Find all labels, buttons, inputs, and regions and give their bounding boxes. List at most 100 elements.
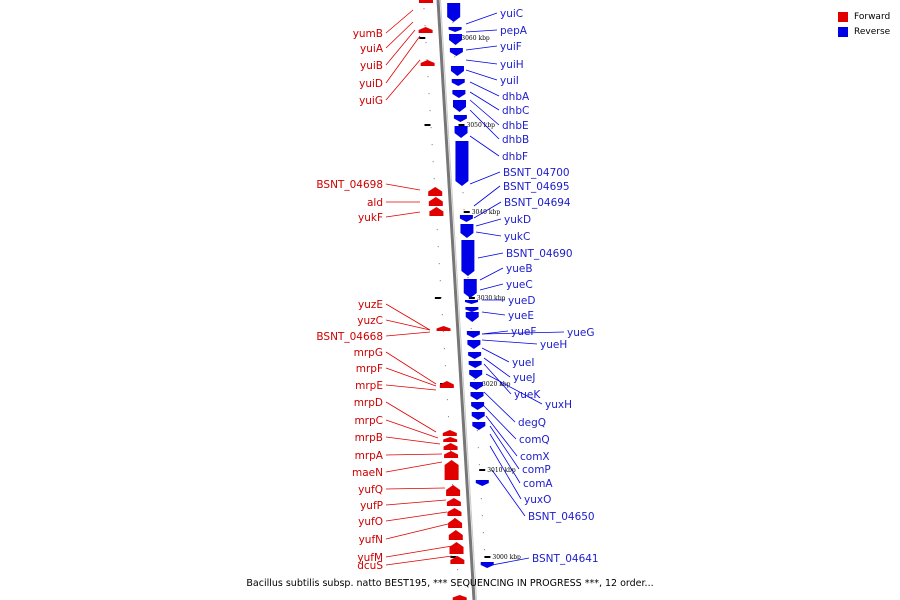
reverse-gene-label: BSNT_04695	[503, 181, 570, 193]
minor-tick	[446, 399, 448, 401]
forward-gene-block	[419, 0, 433, 3]
forward-gene-leader	[385, 29, 416, 66]
reverse-gene-label: yueI	[512, 357, 534, 369]
minor-tick	[429, 110, 431, 112]
reverse-gene-leader	[483, 405, 517, 440]
reverse-gene-block	[459, 215, 473, 222]
minor-tick	[470, 328, 472, 330]
forward-gene-block	[420, 60, 435, 66]
forward-gene-block	[418, 27, 433, 33]
reverse-gene-label: dhbA	[502, 91, 530, 103]
reverse-gene-leader	[469, 135, 500, 157]
minor-tick	[424, 25, 426, 27]
reverse-gene-label: yueJ	[513, 372, 535, 384]
reverse-gene-label: yuiC	[500, 8, 523, 20]
forward-gene-label: yuiA	[360, 43, 384, 55]
scale-tick-label: 3040 kbp	[472, 209, 501, 216]
reverse-gene-block	[453, 100, 466, 112]
reverse-gene-block	[452, 90, 466, 98]
forward-gene-label: yuiG	[359, 95, 383, 107]
forward-gene-label: ald	[367, 197, 383, 209]
scale-tick-mark	[463, 211, 470, 213]
reverse-gene-block	[447, 3, 461, 22]
genome-axis-shadow	[440, 0, 477, 600]
forward-gene-leader	[385, 401, 437, 433]
forward-gene-label: yufM	[357, 552, 383, 564]
reverse-gene-leader	[481, 347, 510, 363]
reverse-gene-leader	[489, 445, 522, 500]
forward-gene-block	[436, 326, 451, 331]
forward-gene-leader	[385, 487, 446, 490]
minor-tick	[467, 277, 469, 279]
minor-tick	[463, 209, 465, 211]
forward-gene-leader	[385, 367, 437, 387]
reverse-gene-block	[480, 562, 494, 568]
reverse-gene-block	[467, 340, 481, 349]
minor-tick	[473, 379, 475, 381]
reverse-gene-block	[475, 480, 489, 486]
reverse-gene-leader	[465, 59, 498, 65]
forward-gene-label: BSNT_04698	[316, 179, 383, 191]
scale-tick-label: 3010 kbp	[487, 467, 516, 474]
reverse-gene-leader	[473, 185, 501, 207]
forward-gene-leader	[385, 436, 441, 445]
reverse-gene-label: dhbE	[502, 120, 529, 132]
reverse-gene-label: comP	[522, 464, 551, 476]
reverse-gene-label: comX	[520, 451, 550, 463]
minor-tick	[442, 331, 444, 333]
reverse-gene-leader	[477, 252, 504, 259]
forward-gene-leader	[385, 211, 421, 218]
forward-gene-block	[444, 460, 459, 480]
scale-tick-mark	[479, 469, 486, 471]
forward-gene-block	[428, 187, 443, 196]
reverse-gene-label: yukD	[504, 214, 531, 226]
scale-tick-mark	[458, 124, 465, 126]
legend-item-reverse: Reverse	[838, 24, 890, 39]
minor-tick	[485, 583, 487, 585]
reverse-gene-block	[465, 307, 479, 312]
minor-tick	[450, 450, 451, 452]
reverse-gene-block	[454, 126, 468, 138]
minor-tick	[452, 484, 454, 486]
minor-tick	[481, 515, 483, 517]
minor-tick	[443, 348, 445, 350]
reverse-gene-block	[465, 312, 479, 322]
forward-gene-leader	[385, 419, 439, 439]
forward-gene-block	[446, 485, 461, 496]
reverse-gene-label: yuiI	[500, 75, 519, 87]
reverse-gene-leader	[483, 363, 512, 395]
minor-tick	[440, 297, 442, 299]
forward-gene-leader	[385, 545, 453, 558]
forward-gene-label: yuzE	[358, 299, 383, 311]
reverse-gene-leader	[473, 201, 502, 219]
reverse-gene-label: yueG	[567, 327, 594, 339]
reverse-gene-leader	[475, 231, 502, 237]
reverse-gene-block	[448, 27, 462, 32]
forward-gene-leader	[385, 59, 421, 101]
minor-tick	[433, 178, 435, 180]
reverse-gene-label: yuiF	[500, 41, 522, 53]
minor-tick	[441, 314, 443, 316]
reverse-gene-leader	[483, 357, 511, 378]
forward-gene-leader	[385, 461, 443, 473]
minor-tick	[476, 430, 478, 432]
minor-tick	[425, 42, 427, 44]
reverse-gene-label: yueH	[540, 339, 567, 351]
minor-tick	[436, 229, 438, 231]
forward-gene-block	[428, 197, 443, 206]
reverse-gene-block	[468, 361, 482, 368]
forward-gene-label: yufQ	[358, 484, 383, 496]
forward-gene-leader	[385, 35, 421, 84]
forward-swatch	[838, 11, 848, 22]
forward-gene-leader	[385, 9, 414, 34]
minor-tick	[482, 532, 484, 534]
forward-gene-label: mrpF	[356, 363, 383, 375]
reverse-gene-label: yukC	[504, 231, 530, 243]
genome-axis	[436, 0, 476, 600]
forward-gene-block	[452, 595, 467, 600]
reverse-gene-label: yueC	[506, 279, 533, 291]
reverse-gene-label: degQ	[518, 417, 546, 429]
reverse-gene-leader	[491, 469, 526, 517]
reverse-gene-block	[468, 352, 482, 359]
forward-gene-label: yukF	[358, 212, 383, 224]
